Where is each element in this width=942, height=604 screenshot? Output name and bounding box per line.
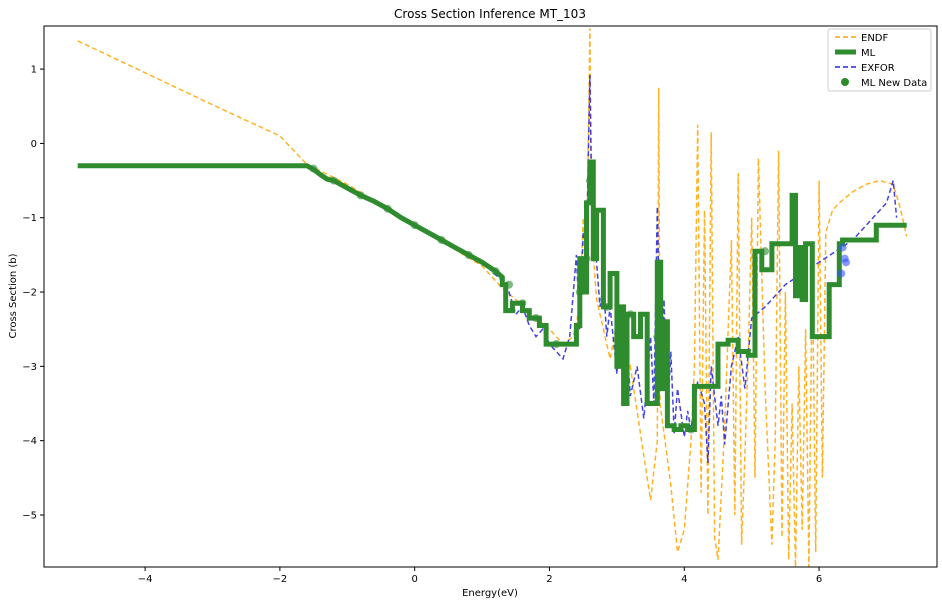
legend-label-ml-new-data: ML New Data bbox=[861, 78, 927, 89]
point-ml-new-data bbox=[585, 176, 594, 185]
y-tick-label: −5 bbox=[22, 510, 37, 521]
chart-title: Cross Section Inference MT_103 bbox=[394, 7, 586, 21]
point-ml-new-data bbox=[518, 299, 527, 308]
point-ml-new-data bbox=[582, 254, 591, 263]
legend-swatch-ml-new-data bbox=[841, 78, 849, 86]
point-ml-new-data bbox=[309, 164, 318, 173]
legend-label-endf: ENDF bbox=[861, 33, 888, 44]
point-ml-new-data bbox=[329, 176, 338, 185]
y-axis-title: Cross Section (b) bbox=[8, 253, 19, 338]
y-tick-label: −1 bbox=[22, 213, 37, 224]
point-ml-new-data bbox=[761, 247, 770, 256]
point-ml-new-data bbox=[838, 243, 847, 252]
legend-label-exfor: EXFOR bbox=[861, 63, 895, 74]
plot-frame bbox=[43, 25, 938, 568]
plot-area bbox=[77, 28, 908, 567]
point-ml-new-data bbox=[602, 302, 611, 311]
x-axis-title: Energy(eV) bbox=[462, 588, 518, 599]
point-ml-new-data bbox=[842, 258, 851, 267]
point-ml-new-data bbox=[356, 191, 365, 200]
y-tick-label: 0 bbox=[31, 139, 37, 150]
point-ml-new-data bbox=[575, 288, 584, 297]
point-ml-new-data bbox=[626, 310, 635, 319]
y-tick-label: −3 bbox=[22, 362, 37, 373]
point-ml-new-data bbox=[383, 204, 392, 213]
legend: ENDF ML EXFOR ML New Data bbox=[827, 28, 932, 92]
point-ml-new-data bbox=[464, 250, 473, 259]
legend-label-ml: ML bbox=[861, 48, 876, 59]
x-tick-label: −2 bbox=[273, 574, 288, 585]
y-tick-label: −4 bbox=[22, 436, 37, 447]
point-ml-new-data bbox=[437, 236, 446, 245]
x-tick-label: 6 bbox=[816, 574, 822, 585]
point-ml-new-data bbox=[687, 425, 696, 434]
point-ml-new-data bbox=[505, 280, 514, 289]
legend-frame bbox=[827, 28, 932, 92]
series-line-exfor bbox=[306, 74, 898, 464]
point-ml-new-data bbox=[491, 267, 500, 276]
point-ml-new-data bbox=[531, 314, 540, 323]
point-ml-new-data bbox=[552, 340, 561, 349]
x-tick-label: 2 bbox=[546, 574, 552, 585]
x-axis: −4 −2 0 2 4 6 bbox=[138, 567, 822, 585]
x-tick-label: 0 bbox=[411, 574, 417, 585]
point-ml-new-data bbox=[653, 332, 662, 341]
point-ml-new-data bbox=[410, 221, 419, 230]
y-tick-label: −2 bbox=[22, 288, 37, 299]
y-axis: 1 0 −1 −2 −3 −4 −5 bbox=[22, 65, 44, 521]
y-tick-label: 1 bbox=[31, 65, 37, 76]
x-tick-label: 4 bbox=[681, 574, 687, 585]
x-tick-label: −4 bbox=[138, 574, 153, 585]
point-ml-new-data bbox=[837, 269, 846, 278]
